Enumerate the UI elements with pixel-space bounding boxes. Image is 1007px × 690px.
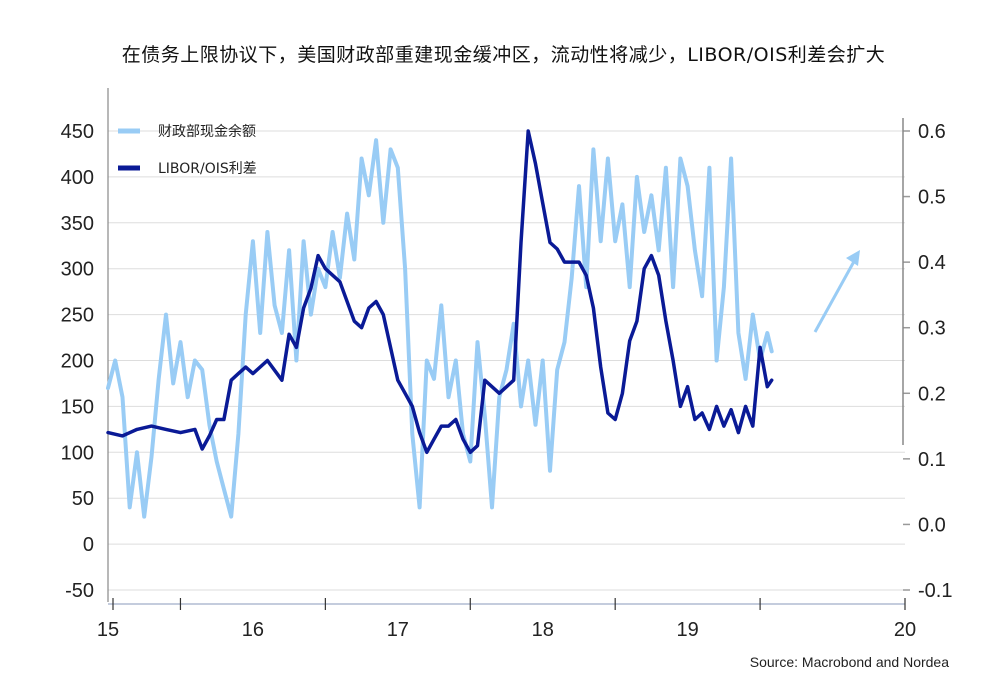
trend-arrow-shaft — [813, 255, 859, 333]
x-tick-label: 15 — [97, 619, 119, 641]
series-line-libor-ois — [106, 129, 774, 455]
series-layer — [106, 129, 774, 519]
y-left-tick-label: -50 — [65, 580, 94, 602]
y-right-tick-label: 0.6 — [918, 121, 946, 143]
y-left-tick-label: 450 — [61, 121, 94, 143]
y-left-tick-label: 150 — [61, 396, 94, 418]
trend-arrow-head — [846, 250, 860, 266]
x-tick-label: 16 — [242, 619, 264, 641]
y-right-tick-label: 0.4 — [918, 252, 946, 274]
y-left-tick-label: 350 — [61, 213, 94, 235]
y-right-tick-label: 0.1 — [918, 449, 946, 471]
x-tick-label: 17 — [387, 619, 409, 641]
y-left-tick-label: 200 — [61, 351, 94, 373]
y-right-tick-label: -0.1 — [918, 580, 952, 602]
y-right-tick-label: 0.2 — [918, 383, 946, 405]
x-tick-label: 18 — [532, 619, 554, 641]
legend-label: LIBOR/OIS利差 — [158, 161, 257, 177]
x-tick-label: 19 — [677, 619, 699, 641]
y-left-tick-label: 0 — [83, 534, 94, 556]
legend: 财政部现金余额 LIBOR/OIS利差 — [118, 123, 257, 177]
y-right-tick-label: 0.3 — [918, 318, 946, 340]
x-tick-label: 20 — [894, 619, 916, 641]
y-right-tick-label: 0.0 — [918, 514, 946, 536]
y-left-tick-label: 250 — [61, 305, 94, 327]
gridlines — [108, 130, 905, 591]
legend-label: 财政部现金余额 — [158, 123, 256, 140]
chart-title: 在债务上限协议下，美国财政部重建现金缓冲区，流动性将减少，LIBOR/OIS利差… — [121, 44, 886, 66]
source-note: Source: Macrobond and Nordea — [749, 654, 949, 670]
y-left-tick-label: 300 — [61, 259, 94, 281]
y-left-tick-label: 50 — [72, 488, 94, 510]
y-left-tick-label: 400 — [61, 167, 94, 189]
axes: 450 400 350 300 250 200 150 100 50 0 -50 0.6 0.5 0.4 0… — [61, 88, 952, 641]
series-line-cash-balance — [106, 138, 774, 519]
y-right-tick-label: 0.5 — [918, 187, 946, 209]
annotations — [813, 250, 860, 333]
y-left-tick-label: 100 — [61, 442, 94, 464]
